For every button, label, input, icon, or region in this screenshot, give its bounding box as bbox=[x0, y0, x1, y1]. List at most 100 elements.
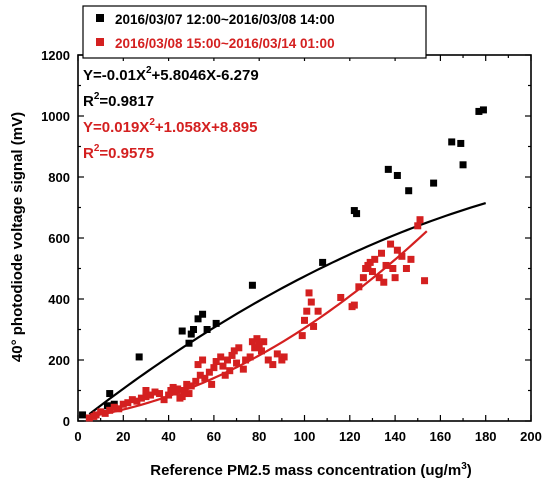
data-point-series-2 bbox=[194, 361, 202, 369]
data-points bbox=[79, 106, 487, 422]
data-point-series-2 bbox=[257, 347, 265, 355]
x-tick-label: 0 bbox=[74, 429, 81, 444]
x-tick-label: 120 bbox=[339, 429, 361, 444]
data-point-series-2 bbox=[416, 216, 424, 224]
data-point-series-2 bbox=[187, 382, 195, 390]
data-point-series-2 bbox=[366, 258, 374, 266]
data-point-series-2 bbox=[212, 358, 220, 366]
data-point-series-1 bbox=[353, 210, 361, 218]
data-point-series-1 bbox=[212, 319, 220, 327]
data-point-series-1 bbox=[430, 179, 438, 187]
fit-equation-1: Y=-0.01X2+5.8046X-6.279 bbox=[83, 65, 259, 84]
data-point-series-2 bbox=[248, 338, 256, 346]
y-tick-label: 600 bbox=[48, 231, 70, 246]
data-point-series-1 bbox=[187, 330, 195, 338]
legend-label-series-1: 2016/03/07 12:00~2016/03/08 14:00 bbox=[115, 12, 335, 27]
data-point-series-1 bbox=[384, 165, 392, 173]
data-point-series-2 bbox=[350, 301, 358, 309]
data-point-series-1 bbox=[106, 390, 114, 398]
data-point-series-1 bbox=[203, 326, 211, 333]
data-point-series-2 bbox=[239, 365, 247, 373]
data-point-series-2 bbox=[196, 371, 204, 379]
data-point-series-2 bbox=[314, 307, 322, 315]
data-point-series-2 bbox=[228, 351, 236, 359]
data-point-series-2 bbox=[142, 393, 150, 401]
legend-marker-series-1 bbox=[96, 14, 104, 22]
data-point-series-1 bbox=[190, 326, 198, 333]
data-point-series-1 bbox=[135, 353, 143, 361]
legend-box bbox=[82, 5, 427, 59]
data-point-series-2 bbox=[389, 265, 397, 272]
data-point-series-2 bbox=[199, 356, 207, 364]
data-point-series-1 bbox=[475, 107, 483, 115]
data-point-series-2 bbox=[156, 390, 164, 398]
y-tick-label: 1200 bbox=[41, 48, 70, 63]
data-point-series-2 bbox=[124, 399, 132, 407]
data-point-series-2 bbox=[119, 400, 127, 408]
data-point-series-2 bbox=[301, 316, 308, 324]
data-point-series-1 bbox=[448, 138, 456, 146]
data-point-series-2 bbox=[264, 356, 272, 364]
data-point-series-2 bbox=[371, 255, 379, 263]
data-point-series-2 bbox=[398, 252, 406, 260]
data-point-series-2 bbox=[192, 377, 200, 385]
y-tick-label: 1000 bbox=[41, 109, 70, 124]
data-point-series-2 bbox=[260, 338, 268, 346]
data-point-series-1 bbox=[194, 315, 202, 323]
x-axis-title: Reference PM2.5 mass concentration (ug/m… bbox=[150, 461, 472, 479]
data-point-series-2 bbox=[223, 356, 231, 364]
fit-r2-2: R2=0.9575 bbox=[83, 143, 154, 162]
data-point-series-2 bbox=[382, 261, 390, 269]
data-point-series-2 bbox=[219, 362, 227, 370]
data-point-series-2 bbox=[128, 396, 136, 404]
x-tick-label: 160 bbox=[430, 429, 452, 444]
axis-ticks: 0 20 40 60 80 100 120 140 160 180 200 0 200 400 600 800… bbox=[41, 48, 542, 444]
data-point-series-2 bbox=[115, 405, 123, 413]
data-point-series-1 bbox=[185, 339, 193, 347]
data-point-series-1 bbox=[199, 310, 207, 318]
data-point-series-2 bbox=[208, 380, 216, 388]
data-point-series-2 bbox=[375, 274, 383, 282]
data-point-series-2 bbox=[251, 344, 259, 352]
data-point-series-2 bbox=[280, 353, 288, 361]
data-point-series-2 bbox=[233, 359, 241, 367]
data-point-series-2 bbox=[402, 265, 410, 272]
data-point-series-2 bbox=[337, 293, 345, 301]
data-point-series-2 bbox=[174, 385, 182, 393]
data-point-series-1 bbox=[405, 187, 413, 195]
data-point-series-1 bbox=[79, 411, 87, 419]
data-point-series-2 bbox=[217, 353, 225, 361]
data-point-series-2 bbox=[307, 298, 315, 306]
x-tick-label: 40 bbox=[161, 429, 175, 444]
fit-r2-1: R2=0.9817 bbox=[83, 91, 154, 110]
y-tick-label: 400 bbox=[48, 292, 70, 307]
data-point-series-2 bbox=[380, 278, 388, 286]
data-point-series-1 bbox=[479, 106, 487, 114]
data-point-series-2 bbox=[221, 371, 229, 379]
fit-equation-2: Y=0.019X2+1.058X+8.895 bbox=[83, 117, 257, 136]
data-point-series-2 bbox=[407, 255, 415, 263]
data-point-series-2 bbox=[201, 374, 209, 382]
data-point-series-2 bbox=[303, 307, 311, 315]
data-point-series-2 bbox=[92, 411, 100, 419]
data-point-series-2 bbox=[185, 390, 193, 398]
data-point-series-2 bbox=[151, 388, 159, 396]
data-point-series-2 bbox=[178, 393, 186, 401]
data-point-series-2 bbox=[269, 361, 277, 369]
data-point-series-1 bbox=[459, 161, 467, 169]
data-point-series-1 bbox=[248, 281, 256, 289]
x-tick-label: 180 bbox=[475, 429, 497, 444]
data-point-series-2 bbox=[210, 364, 218, 372]
fit-curves bbox=[88, 202, 487, 418]
data-point-series-1 bbox=[178, 327, 186, 335]
x-tick-label: 140 bbox=[384, 429, 406, 444]
x-tick-label: 200 bbox=[520, 429, 542, 444]
data-point-series-2 bbox=[106, 406, 114, 414]
data-point-series-2 bbox=[298, 332, 306, 340]
data-point-series-2 bbox=[137, 394, 145, 402]
fit-curve-2 bbox=[89, 230, 428, 418]
data-point-series-2 bbox=[305, 289, 313, 297]
x-tick-label: 80 bbox=[252, 429, 266, 444]
data-point-series-2 bbox=[165, 391, 173, 399]
